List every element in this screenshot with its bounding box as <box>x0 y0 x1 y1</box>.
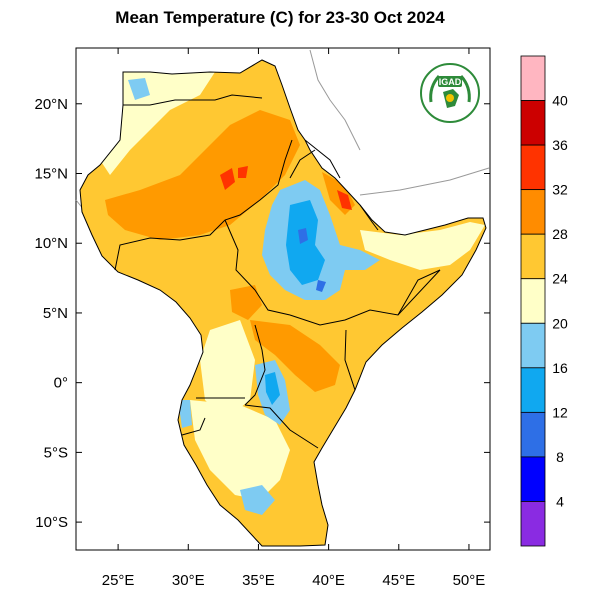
colorbar-swatch <box>520 456 546 502</box>
colorbar-label: 20 <box>552 315 568 331</box>
colorbar-label: 8 <box>556 449 564 465</box>
colorbar-swatch <box>520 322 546 369</box>
zone-8-12-ethiopia <box>298 228 308 244</box>
colorbar-label: 16 <box>552 360 568 376</box>
x-tick-label: 45°E <box>382 572 415 589</box>
country-borders <box>79 59 487 547</box>
x-tick-label: 35°E <box>242 572 275 589</box>
colorbar-swatch <box>520 233 546 280</box>
colorbar-swatch <box>520 189 546 235</box>
colorbar-label: 32 <box>552 182 568 198</box>
colorbar-label: 24 <box>552 271 568 287</box>
y-tick-label: 10°S <box>35 514 68 531</box>
colorbar-swatch <box>520 55 546 101</box>
x-tick-label: 40°E <box>312 572 345 589</box>
colorbar-label: 12 <box>552 404 568 420</box>
logo-text: IGAD <box>439 77 462 87</box>
igad-emblem-icon: IGAD <box>420 63 480 123</box>
x-axis-ticks: 25°E 30°E 35°E 40°E 45°E 50°E <box>102 48 486 589</box>
zone-16-20-lake <box>178 400 192 428</box>
colorbar-swatch <box>520 100 546 146</box>
zone-20-24-south <box>190 400 290 500</box>
y-tick-label: 15°N <box>34 166 68 183</box>
y-tick-label: 0° <box>54 375 68 392</box>
x-tick-label: 30°E <box>172 572 205 589</box>
colorbar-swatch <box>520 278 546 324</box>
zone-32-36-darfur <box>220 168 235 190</box>
colorbar-label: 28 <box>552 226 568 242</box>
map-title: Mean Temperature (C) for 23-30 Oct 2024 <box>115 8 445 27</box>
colorbar-label: 36 <box>552 137 568 153</box>
zone-20-24-east <box>360 222 485 270</box>
zone-12-16-kenya <box>265 372 280 405</box>
colorbar-swatch <box>520 144 546 191</box>
y-tick-label: 5°S <box>44 444 68 461</box>
zone-32-36-danakil <box>337 190 352 210</box>
zone-16-20-tanzania <box>240 485 275 515</box>
zone-16-20-nw <box>128 78 150 100</box>
igad-logo: IGAD <box>419 62 481 124</box>
colorbar-swatch <box>520 411 546 458</box>
zone-32-36-darfur-2 <box>238 166 248 178</box>
colorbar-swatch <box>520 501 546 547</box>
y-tick-label: 5°N <box>43 305 68 322</box>
colorbar: 4 8 12 16 20 24 28 32 36 40 <box>520 55 568 547</box>
colorbar-swatch <box>520 367 546 413</box>
zone-12-16-ethiopia <box>286 200 325 285</box>
colorbar-label: 4 <box>556 493 564 509</box>
zone-8-12-ethiopia-2 <box>316 280 326 292</box>
zone-28-32-ssudan <box>230 285 262 320</box>
colorbar-label: 40 <box>552 93 568 109</box>
y-tick-label: 10°N <box>34 235 68 252</box>
zone-28-32-sudan <box>105 110 300 240</box>
zone-20-24-north <box>100 72 215 175</box>
x-tick-label: 50°E <box>453 572 486 589</box>
x-tick-label: 25°E <box>102 572 135 589</box>
y-axis-ticks: 20°N 15°N 10°N 5°N 0° 5°S 10°S <box>34 96 490 531</box>
zone-20-24-central <box>200 320 255 420</box>
y-tick-label: 20°N <box>34 96 68 113</box>
zone-28-32-kenya <box>250 320 340 392</box>
